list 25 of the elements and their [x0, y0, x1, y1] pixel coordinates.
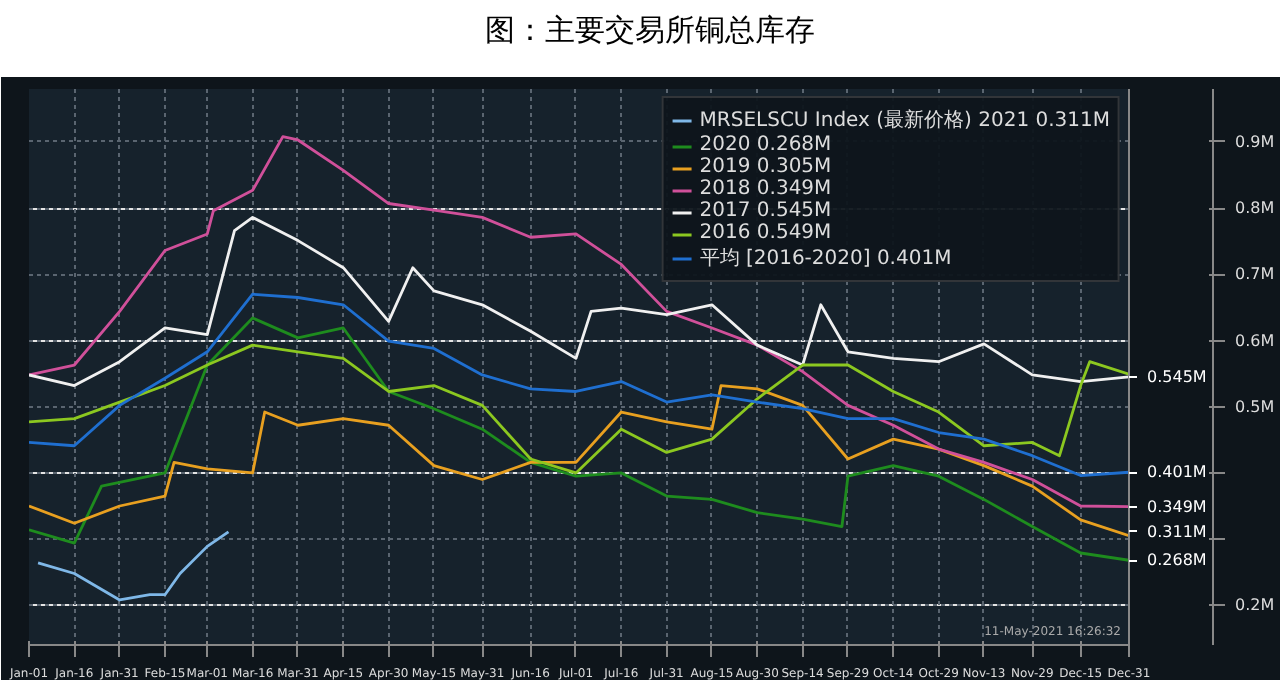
annotation: 0.545M [1147, 367, 1207, 386]
legend-label: 2017 0.545M [699, 200, 832, 222]
annotation: 0.268M [1147, 551, 1207, 570]
y-tick-label: 0.8M [1235, 199, 1275, 218]
legend-label: 2019 0.305M [699, 156, 832, 178]
line-series [36, 530, 230, 602]
y-tick-label: 0.6M [1235, 331, 1275, 350]
annotation: 0.401M [1147, 463, 1207, 482]
annotation: 0.349M [1147, 497, 1207, 516]
y-tick-label: 0.5M [1235, 397, 1275, 416]
annotation: 0.311M [1147, 522, 1207, 541]
line-series [29, 135, 1129, 509]
legend-label: 平均 [2016-2020] 0.401M [699, 246, 952, 272]
y-tick-label: 0.7M [1235, 265, 1275, 284]
legend-label: 2018 0.349M [699, 178, 832, 200]
line-series [29, 292, 1129, 477]
line-series [29, 343, 1129, 475]
line-series [29, 316, 1129, 562]
y-tick-label: 0.2M [1235, 596, 1275, 615]
legend-label: 2016 0.549M [699, 222, 832, 244]
y-tick-label: 0.9M [1235, 132, 1275, 151]
legend-label: MRSELSCU Index (最新价格) 2021 0.311M [699, 107, 1110, 134]
chart-title: 图：主要交易所铜总库存 [485, 10, 815, 52]
line-series [29, 384, 1129, 538]
legend-label: 2020 0.268M [699, 134, 832, 156]
